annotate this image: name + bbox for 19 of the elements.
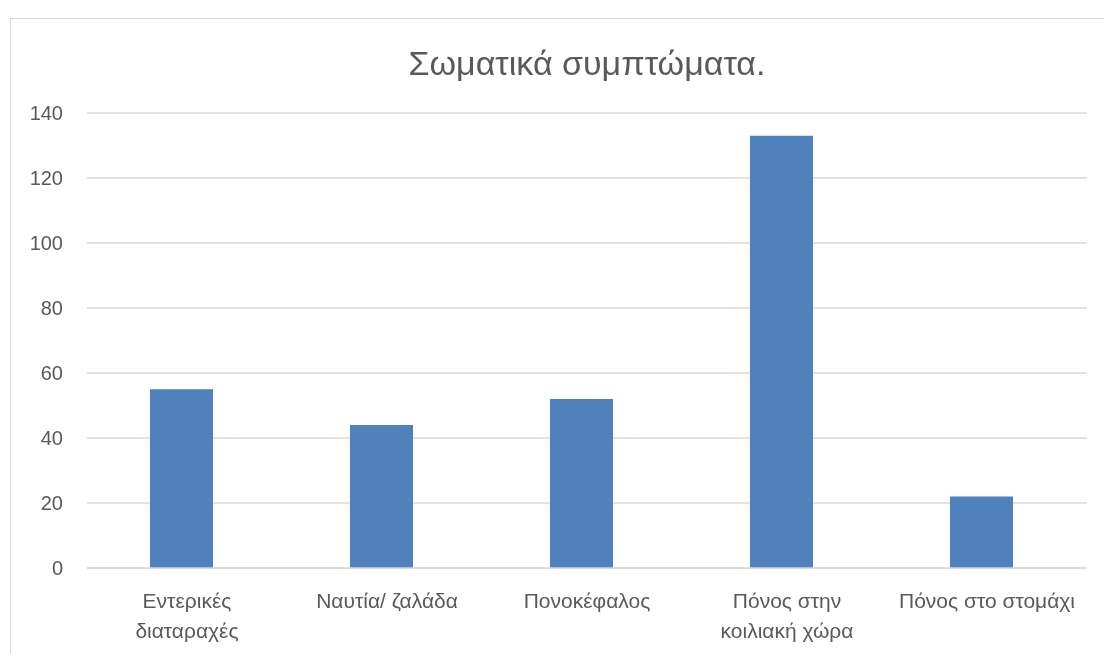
- y-tick-label: 0: [51, 557, 63, 579]
- bar: [950, 496, 1013, 568]
- x-tick-label: Ναυτία/ ζαλάδα: [316, 589, 458, 612]
- x-tick-label: Πονοκέφαλος: [523, 589, 651, 612]
- y-tick-label: 20: [40, 492, 63, 514]
- bar: [750, 135, 813, 568]
- y-tick-label: 40: [40, 427, 63, 449]
- bar: [550, 399, 613, 568]
- y-tick-label: 100: [29, 232, 63, 254]
- x-tick-label: Πόνος στην κοιλιακή χώρα: [720, 589, 854, 642]
- y-tick-label: 60: [40, 362, 63, 384]
- x-tick-label: Πόνος στο στομάχι: [898, 589, 1076, 612]
- chart-title: Σωματικά συμπτώματα.: [408, 44, 766, 82]
- x-tick-label: Εντερικές διαταραχές: [135, 589, 239, 642]
- bar: [350, 425, 413, 568]
- bar: [150, 389, 213, 568]
- y-tick-label: 120: [29, 167, 63, 189]
- y-tick-label: 140: [29, 102, 63, 124]
- y-tick-label: 80: [40, 297, 63, 319]
